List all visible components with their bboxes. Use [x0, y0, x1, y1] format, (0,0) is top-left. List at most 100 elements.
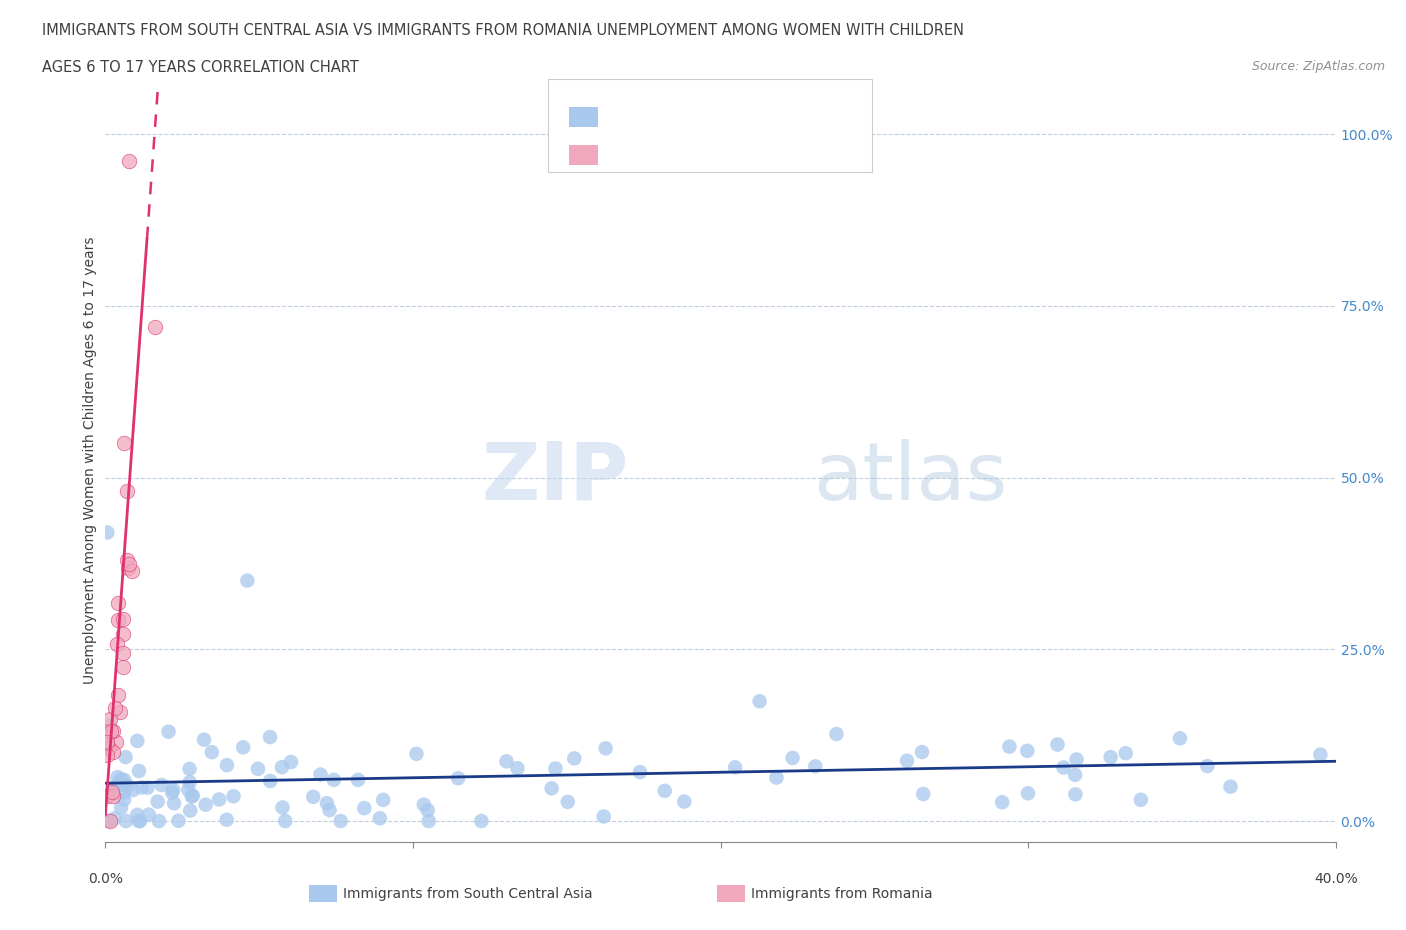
Point [150, 777, 173, 792]
Point [280, 754, 302, 769]
Point [194, 797, 217, 812]
Point [101, 785, 124, 800]
Point [107, 687, 129, 702]
Point [108, 704, 131, 719]
Point [179, 775, 201, 790]
Point [138, 807, 160, 822]
Point [232, 740, 254, 755]
Point [105, 636, 128, 651]
Point [1197, 759, 1219, 774]
Point [107, 612, 129, 627]
Point [110, 772, 132, 787]
Point [98, 814, 121, 829]
Point [193, 732, 215, 747]
Point [322, 773, 344, 788]
Point [104, 811, 127, 826]
Point [96, 748, 118, 763]
Point [98, 711, 121, 726]
Point [1219, 779, 1241, 794]
Point [160, 785, 183, 800]
Point [112, 786, 135, 801]
Point [115, 814, 138, 829]
Point [1064, 767, 1087, 782]
Point [96, 737, 118, 751]
Point [96, 789, 118, 804]
Point [215, 812, 238, 827]
Point [104, 700, 127, 715]
Point [127, 807, 149, 822]
Point [274, 814, 297, 829]
Point [592, 809, 614, 824]
Point [1046, 737, 1069, 752]
Point [246, 762, 269, 777]
Point [1064, 787, 1087, 802]
Point [259, 774, 281, 789]
Point [911, 745, 934, 760]
Point [122, 783, 145, 798]
Point [179, 762, 201, 777]
Point [103, 724, 125, 738]
Point [100, 783, 122, 798]
Point [557, 794, 579, 809]
Point [128, 764, 150, 778]
Point [115, 552, 138, 567]
Point [506, 761, 529, 776]
Point [1115, 746, 1137, 761]
Point [179, 804, 201, 818]
Text: Source: ZipAtlas.com: Source: ZipAtlas.com [1251, 60, 1385, 73]
Point [416, 803, 439, 817]
Point [104, 734, 127, 749]
Point [177, 782, 200, 797]
Point [405, 747, 427, 762]
Point [215, 758, 238, 773]
Point [1017, 786, 1039, 801]
Y-axis label: Unemployment Among Women with Children Ages 6 to 17 years: Unemployment Among Women with Children A… [83, 236, 97, 684]
Text: AGES 6 TO 17 YEARS CORRELATION CHART: AGES 6 TO 17 YEARS CORRELATION CHART [42, 60, 359, 75]
Text: R =  0.112   N = 110: R = 0.112 N = 110 [609, 110, 768, 125]
Point [143, 319, 166, 334]
Point [111, 777, 134, 792]
Point [111, 660, 134, 675]
Point [748, 694, 770, 709]
Point [912, 787, 935, 802]
Point [101, 789, 124, 804]
Point [180, 789, 202, 804]
Point [418, 814, 440, 829]
Point [115, 484, 138, 498]
Point [148, 814, 170, 829]
Point [318, 803, 340, 817]
Point [112, 773, 135, 788]
Point [222, 789, 245, 804]
Point [117, 154, 139, 169]
Point [98, 718, 121, 733]
Point [1099, 750, 1122, 764]
Point [100, 724, 122, 738]
Point [353, 801, 375, 816]
Point [118, 557, 141, 572]
Point [108, 775, 131, 790]
Point [1066, 752, 1088, 767]
Point [495, 754, 517, 769]
Point [540, 781, 562, 796]
Point [107, 770, 129, 785]
Point [259, 729, 281, 744]
Point [100, 787, 122, 802]
Point [112, 792, 135, 807]
Point [447, 771, 470, 786]
Point [368, 811, 391, 826]
Point [1168, 731, 1191, 746]
Point [128, 814, 150, 829]
Point [96, 735, 118, 750]
Text: atlas: atlas [813, 439, 1007, 516]
Point [117, 561, 139, 576]
Point [131, 780, 153, 795]
Point [163, 796, 186, 811]
Point [236, 573, 259, 588]
Text: Immigrants from Romania: Immigrants from Romania [751, 886, 932, 901]
Point [470, 814, 492, 829]
Point [98, 740, 121, 755]
Text: ZIP: ZIP [481, 439, 628, 516]
Point [595, 741, 617, 756]
Point [373, 792, 395, 807]
Text: 0.0%: 0.0% [89, 872, 122, 886]
